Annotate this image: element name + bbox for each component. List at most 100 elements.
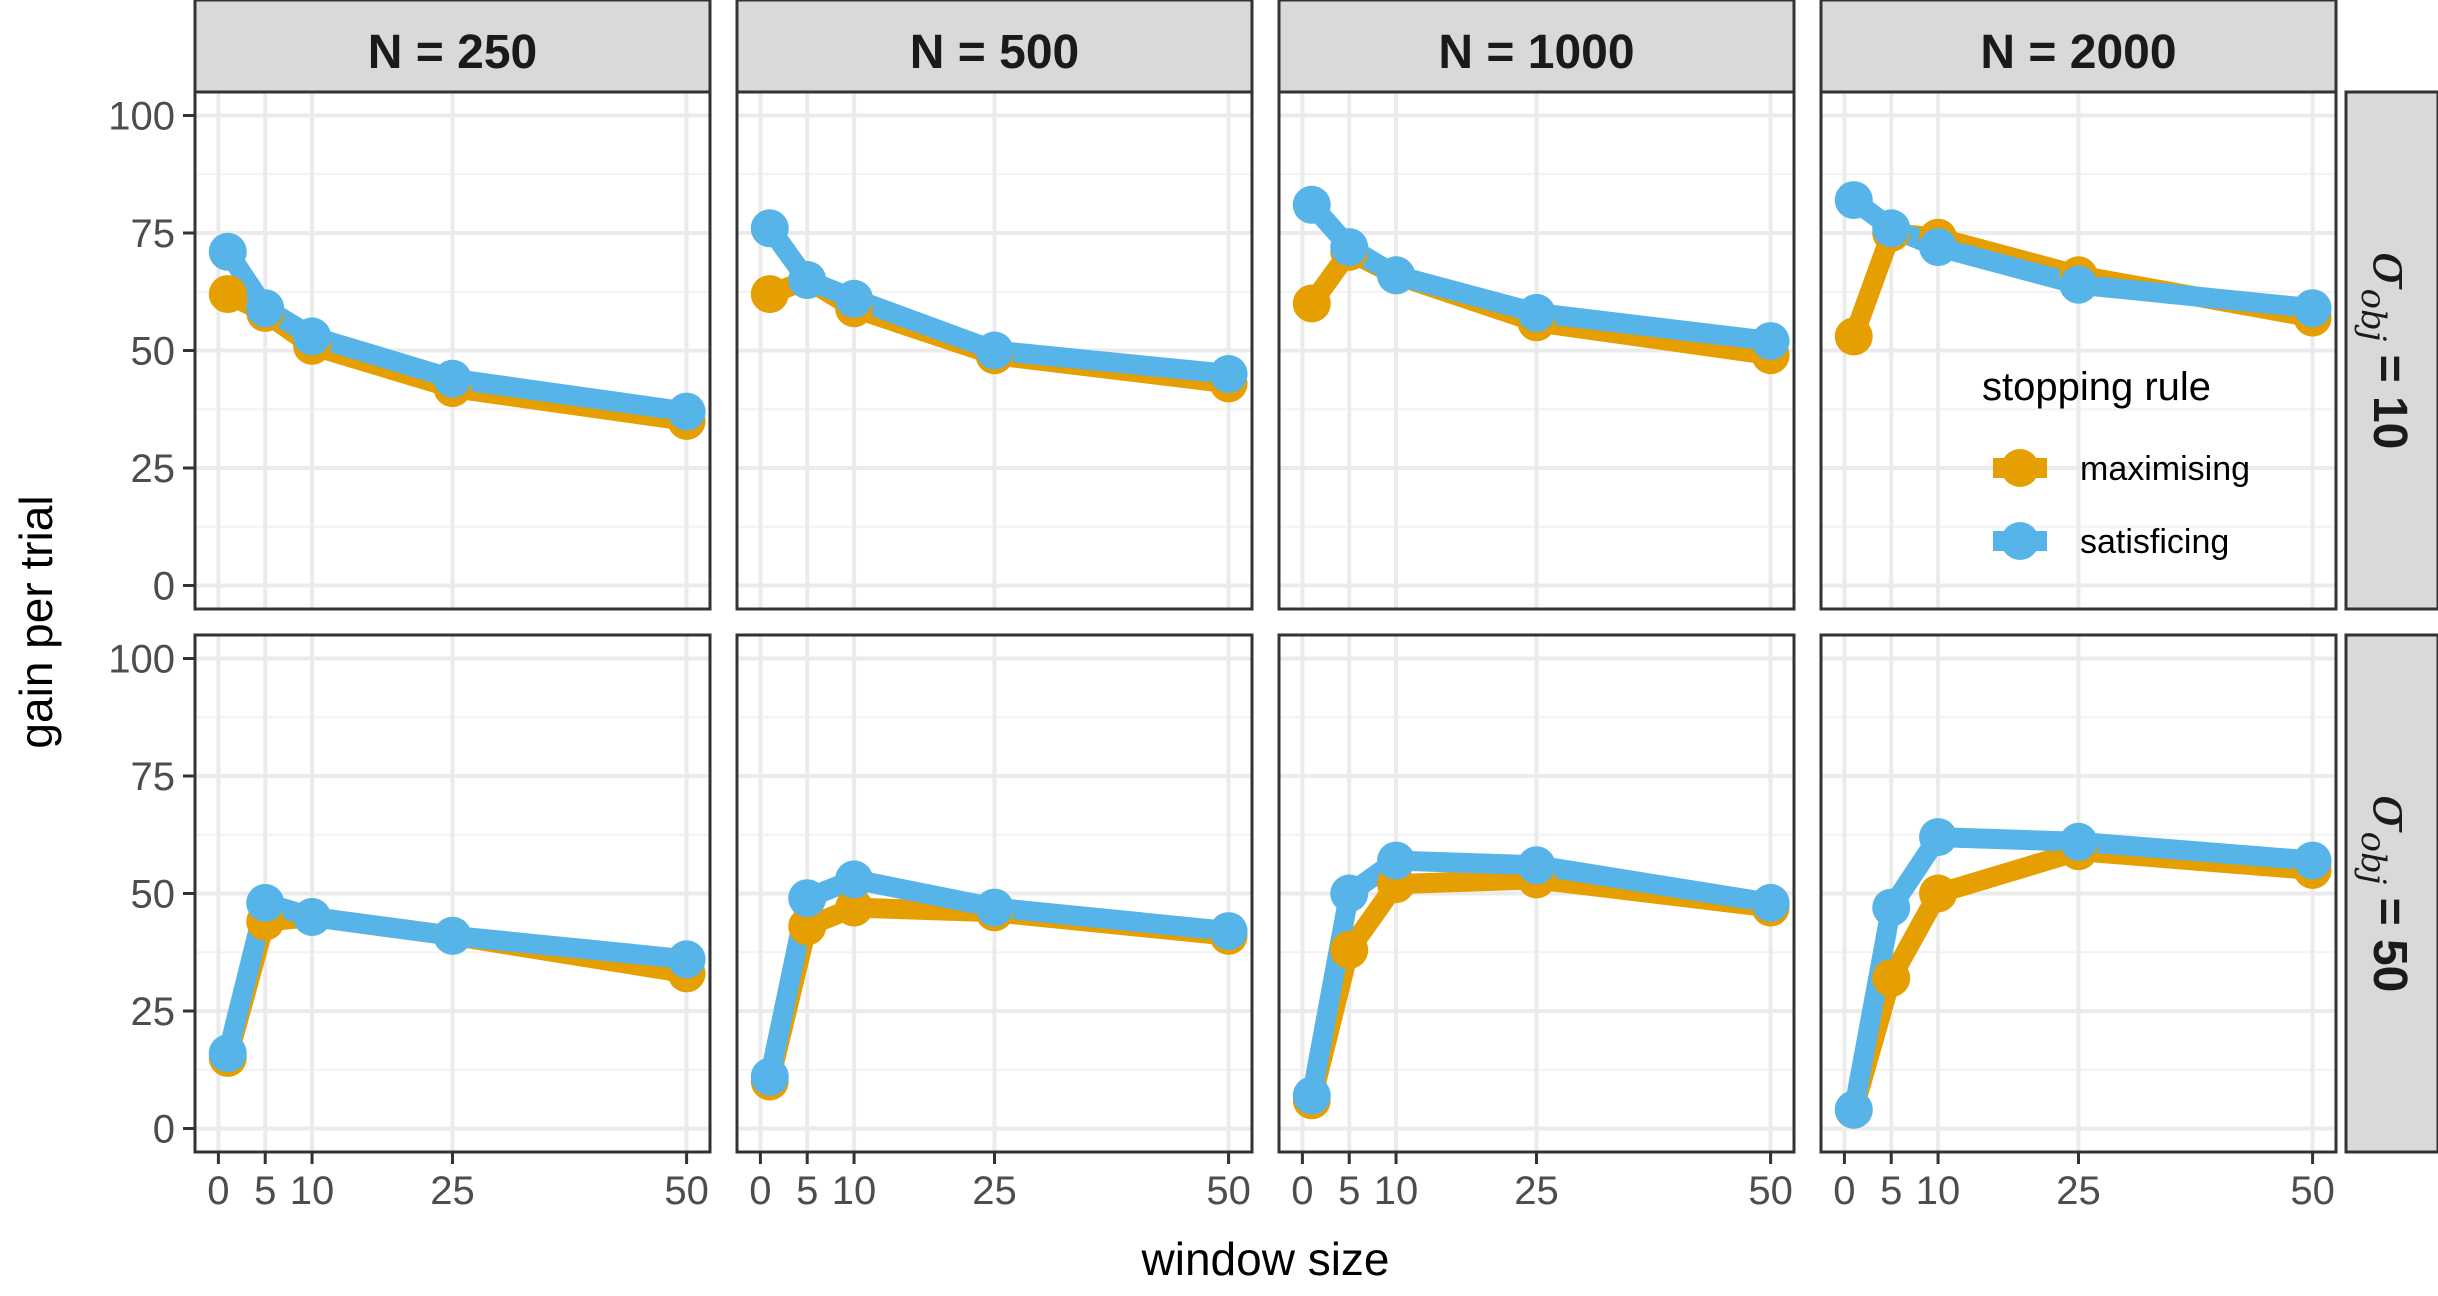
- x-tick-label: 5: [254, 1169, 276, 1213]
- x-tick-label: 10: [290, 1169, 335, 1213]
- x-tick-label: 50: [1748, 1169, 1793, 1213]
- data-point-satisficing: [1209, 355, 1248, 393]
- data-point-maximising: [1330, 930, 1369, 969]
- data-point-satisficing: [246, 289, 285, 328]
- data-point-satisficing: [433, 359, 472, 398]
- data-point-satisficing: [1517, 846, 1556, 885]
- y-tick-label: 25: [131, 447, 176, 491]
- data-point-satisficing: [2059, 822, 2098, 861]
- x-tick-label: 10: [1374, 1169, 1419, 1213]
- data-point-satisficing: [1834, 181, 1873, 220]
- legend-label-satisficing: satisficing: [2080, 523, 2229, 561]
- legend-layer: stopping rule maximising satisficing: [1982, 365, 2250, 561]
- x-tick-label: 5: [796, 1169, 818, 1213]
- data-point-satisficing: [2059, 265, 2098, 304]
- row-strip-label: σobj = 50: [2353, 795, 2424, 993]
- y-tick-label: 100: [108, 638, 175, 682]
- data-point-satisficing: [750, 1057, 789, 1096]
- legend-title: stopping rule: [1982, 365, 2211, 409]
- data-point-maximising: [1872, 959, 1911, 998]
- data-point-satisficing: [1377, 841, 1416, 880]
- data-layer: [208, 181, 2332, 1129]
- data-point-satisficing: [1751, 322, 1790, 361]
- data-point-maximising: [1292, 284, 1331, 323]
- y-tick-label: 25: [131, 990, 176, 1034]
- data-point-satisficing: [293, 898, 332, 936]
- column-strip-label: N = 500: [910, 26, 1079, 79]
- x-tick-label: 50: [664, 1169, 709, 1213]
- data-point-maximising: [208, 275, 247, 314]
- row-strip: [2344, 633, 2438, 1154]
- data-point-satisficing: [1517, 293, 1556, 332]
- x-tick-label: 25: [430, 1169, 475, 1213]
- y-tick-label: 50: [131, 873, 176, 917]
- data-point-satisficing: [975, 331, 1014, 370]
- data-point-satisficing: [750, 209, 789, 248]
- sigma-symbol: σ: [2361, 252, 2424, 291]
- data-point-maximising: [788, 907, 827, 946]
- data-point-satisficing: [2293, 841, 2332, 880]
- legend-label-maximising: maximising: [2080, 450, 2250, 488]
- x-tick-label: 10: [1916, 1169, 1961, 1213]
- data-point-satisficing: [1919, 228, 1958, 267]
- data-point-maximising: [835, 888, 874, 927]
- data-point-satisficing: [1330, 874, 1369, 913]
- sigma-symbol: σ: [2361, 795, 2424, 834]
- y-tick-label: 0: [153, 565, 175, 609]
- y-tick-label: 100: [108, 95, 175, 139]
- y-tick-label: 75: [131, 755, 176, 799]
- column-strip-label: N = 2000: [1980, 26, 2176, 79]
- data-point-satisficing: [667, 940, 706, 979]
- x-tick-label: 5: [1338, 1169, 1360, 1213]
- data-point-satisficing: [1377, 256, 1416, 295]
- data-point-satisficing: [1292, 1076, 1331, 1115]
- sigma-subscript: obj: [2353, 289, 2393, 342]
- data-point-satisficing: [1292, 185, 1331, 224]
- data-point-satisficing: [1872, 209, 1911, 248]
- data-point-maximising: [750, 275, 789, 314]
- data-point-satisficing: [788, 261, 827, 299]
- data-point-satisficing: [2293, 289, 2332, 328]
- y-tick-label: 50: [131, 330, 176, 374]
- data-point-maximising: [1919, 874, 1958, 913]
- column-strip-label: N = 250: [368, 26, 537, 79]
- x-tick-label: 5: [1880, 1169, 1902, 1213]
- data-point-satisficing: [1919, 818, 1958, 857]
- titles-layer: window size gain per trial: [10, 495, 1390, 1285]
- column-strip: [1819, 0, 2338, 94]
- data-point-satisficing: [1751, 883, 1790, 922]
- sigma-subscript: obj: [2353, 832, 2393, 885]
- x-tick-label: 0: [1833, 1169, 1855, 1213]
- column-strip: [1277, 0, 1796, 94]
- column-strip: [735, 0, 1254, 94]
- row-strip-value: = 50: [2363, 884, 2416, 992]
- y-axis-title: gain per trial: [10, 495, 62, 748]
- column-strip: [193, 0, 712, 94]
- data-point-satisficing: [433, 916, 472, 955]
- x-tick-label: 25: [2056, 1169, 2101, 1213]
- grid-layer: [195, 92, 2336, 1152]
- x-tick-label: 0: [1291, 1169, 1313, 1213]
- data-point-satisficing: [667, 392, 706, 431]
- x-tick-label: 25: [972, 1169, 1017, 1213]
- x-tick-label: 0: [749, 1169, 771, 1213]
- data-point-satisficing: [208, 232, 247, 271]
- row-strip-value: = 10: [2363, 341, 2416, 449]
- data-point-satisficing: [788, 879, 827, 918]
- data-point-satisficing: [835, 860, 874, 899]
- data-point-satisficing: [246, 883, 285, 922]
- data-point-satisficing: [1834, 1090, 1873, 1129]
- data-point-satisficing: [975, 888, 1014, 927]
- y-tick-label: 75: [131, 212, 176, 256]
- y-tick-label: 0: [153, 1108, 175, 1152]
- x-tick-label: 0: [207, 1169, 229, 1213]
- data-point-satisficing: [208, 1034, 247, 1073]
- x-axis-title: window size: [1141, 1233, 1390, 1285]
- column-strip-label: N = 1000: [1438, 26, 1634, 79]
- x-tick-label: 50: [1206, 1169, 1251, 1213]
- legend-key-point-maximising: [2001, 449, 2039, 487]
- x-tick-label: 25: [1514, 1169, 1559, 1213]
